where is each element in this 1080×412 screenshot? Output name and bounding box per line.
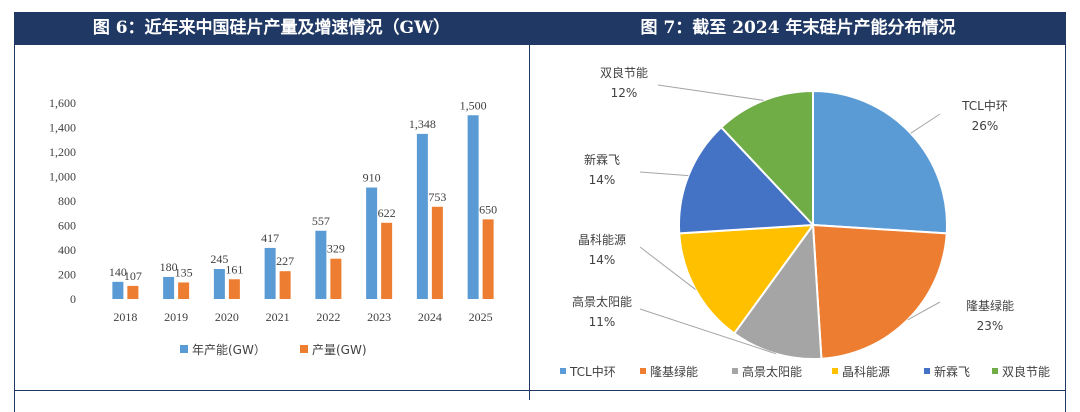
- capacity-bar: [163, 276, 175, 299]
- capacity-data-label: 557: [312, 214, 330, 228]
- pie-leader-line: [639, 246, 696, 290]
- x-tick-label: 2023: [367, 310, 391, 324]
- legend-label: 晶科能源: [842, 365, 890, 379]
- report-frame: [14, 12, 1066, 412]
- capacity-bar: [315, 230, 327, 299]
- legend-swatch: [732, 368, 738, 374]
- production-bar: [279, 271, 291, 299]
- pie-slice-percent: 23%: [977, 319, 1004, 333]
- pie-slice-name: 晶科能源: [578, 233, 626, 247]
- capacity-data-label: 180: [160, 260, 178, 274]
- bottom-divider: [14, 390, 1066, 391]
- production-data-label: 161: [225, 262, 243, 276]
- legend-swatch: [640, 368, 646, 374]
- production-bar: [431, 206, 443, 299]
- pie-slice-percent: 11%: [589, 315, 616, 329]
- pie-slice: [678, 223, 816, 335]
- pie-slice-name: TCL中环: [961, 98, 1008, 113]
- capacity-data-label: 1,500: [460, 98, 487, 112]
- legend-label: 隆基绿能: [650, 364, 698, 379]
- capacity-data-label: 140: [109, 265, 127, 279]
- legend-label: 双良节能: [1002, 364, 1050, 379]
- x-tick-label: 2021: [266, 310, 290, 324]
- pie-leader-line: [907, 301, 941, 321]
- pie-leader-line: [657, 84, 764, 101]
- production-data-label: 753: [428, 190, 446, 204]
- x-tick-label: 2018: [113, 310, 137, 324]
- pie-slice-name: 高景太阳能: [572, 294, 632, 309]
- production-bar: [228, 279, 240, 299]
- x-tick-label: 2020: [215, 310, 239, 324]
- production-data-label: 107: [124, 269, 142, 283]
- production-bar: [482, 219, 494, 299]
- pie-slice: [678, 125, 816, 235]
- y-tick-label: 800: [58, 194, 76, 208]
- legend-swatch: [924, 368, 930, 374]
- capacity-bar: [366, 187, 378, 299]
- production-data-label: 622: [378, 206, 396, 220]
- pie-slice: [811, 223, 948, 360]
- figure-7-title: 图 7：截至 2024 年末硅片产能分布情况: [530, 12, 1066, 45]
- pie-slice-name: 双良节能: [600, 65, 648, 80]
- legend-label: 新霖飞: [934, 364, 970, 379]
- production-data-label: 227: [276, 254, 294, 268]
- pie-slice-name: 隆基绿能: [966, 298, 1014, 313]
- pie-leader-line: [910, 113, 941, 134]
- pie-slice: [812, 89, 948, 235]
- legend-swatch: [560, 368, 566, 374]
- production-bar: [178, 282, 190, 299]
- figure-6-panel: 图 6：近年来中国硅片产量及增速情况（GW） 0 200 400 600 800 1,00…: [14, 12, 529, 400]
- figure-6-title: 图 6：近年来中国硅片产量及增速情况（GW）: [14, 12, 529, 45]
- capacity-bar: [467, 115, 479, 299]
- legend-label: 高景太阳能: [742, 364, 802, 379]
- pie-chart: TCL中环 26% 隆基绿能 23% 高景太阳能 11% 晶科能源 14% 新霖飞 14% 双良节能…: [560, 65, 1050, 379]
- figure-7-panel: 图 7：截至 2024 年末硅片产能分布情况 TCL中环 26% 隆基绿能 23% 高景…: [529, 12, 1066, 400]
- production-bar: [330, 258, 342, 299]
- pie-slice: [732, 222, 823, 360]
- y-tick-label: 1,600: [49, 96, 76, 110]
- pie-leader-line: [639, 171, 689, 177]
- capacity-bar: [213, 268, 225, 299]
- pie-slice-percent: 26%: [972, 119, 999, 133]
- production-data-label: 135: [175, 265, 193, 279]
- production-bar: [127, 285, 139, 299]
- pie-slice-name: 新霖飞: [584, 152, 620, 167]
- legend-swatch: [832, 368, 838, 374]
- production-bar: [381, 222, 393, 299]
- capacity-data-label: 910: [363, 171, 381, 185]
- pie-slice-percent: 12%: [611, 86, 638, 100]
- y-tick-label: 1,200: [49, 145, 76, 159]
- y-tick-label: 1,400: [49, 121, 76, 135]
- pie-leader-line: [639, 308, 776, 355]
- capacity-bar: [416, 133, 428, 299]
- legend-capacity-label: 年产能(GW）: [192, 343, 266, 357]
- production-data-label: 650: [479, 202, 497, 216]
- pie-slice-percent: 14%: [589, 253, 616, 267]
- y-tick-label: 1,000: [49, 170, 76, 184]
- x-tick-label: 2024: [418, 310, 442, 324]
- y-tick-label: 400: [58, 243, 76, 257]
- capacity-bar: [112, 281, 124, 299]
- legend-label: TCL中环: [569, 364, 616, 379]
- legend-capacity-swatch: [180, 345, 188, 353]
- y-tick-label: 0: [70, 292, 76, 306]
- legend-production-label: 产量(GW): [312, 343, 367, 357]
- pie-slice: [719, 89, 814, 228]
- legend-swatch: [992, 368, 998, 374]
- x-tick-label: 2022: [316, 310, 340, 324]
- x-tick-label: 2019: [164, 310, 188, 324]
- production-data-label: 329: [327, 242, 345, 256]
- legend-production-swatch: [300, 345, 308, 353]
- pie-slice-percent: 14%: [589, 173, 616, 187]
- capacity-data-label: 417: [261, 231, 279, 245]
- capacity-data-label: 1,348: [409, 117, 436, 131]
- y-tick-label: 200: [58, 268, 76, 282]
- bar-chart: 0 200 400 600 800 1,000 1,200 1,400 1,600 2018 140…: [49, 96, 497, 357]
- x-tick-label: 2025: [469, 310, 493, 324]
- y-tick-label: 600: [58, 219, 76, 233]
- capacity-bar: [264, 247, 276, 299]
- capacity-data-label: 245: [210, 252, 228, 266]
